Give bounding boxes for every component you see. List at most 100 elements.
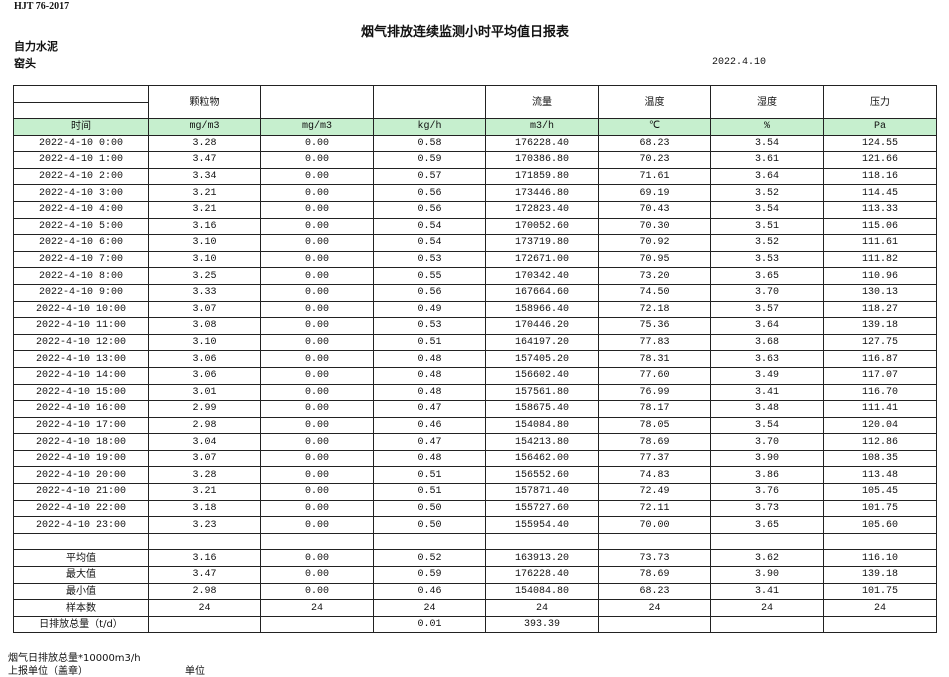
value-cell: 0.54 xyxy=(373,234,486,252)
empty-cell xyxy=(598,532,711,551)
value-cell: 0.00 xyxy=(260,549,374,568)
value-cell: 72.18 xyxy=(598,300,711,319)
value-cell: 167664.60 xyxy=(485,283,599,302)
value-cell: 2.98 xyxy=(148,582,261,601)
value-cell: 171859.80 xyxy=(485,167,599,186)
units-row: 时间 mg/m3 mg/m3 kg/h m3/h ℃% Pa xyxy=(13,118,937,136)
summary-label: 平均值 xyxy=(13,549,149,568)
value-cell: 3.65 xyxy=(710,516,824,534)
value-cell: 111.41 xyxy=(823,400,937,418)
value-cell: 0.00 xyxy=(260,483,374,501)
value-cell: 73.73 xyxy=(598,549,711,568)
value-cell: 3.10 xyxy=(148,333,261,352)
footer-note: 烟气日排放总量*10000m3/h xyxy=(8,653,141,664)
value-cell: 77.83 xyxy=(598,333,711,352)
summary-label: 最大值 xyxy=(13,566,149,584)
value-cell: 0.46 xyxy=(373,416,486,435)
data-row: 2022-4-10 8:00 3.25 0.00 0.55 170342.40 73.20… xyxy=(13,267,937,285)
company-name: 自力水泥 xyxy=(14,40,58,53)
header-cell xyxy=(260,85,374,119)
value-cell: 124.55 xyxy=(823,134,937,153)
value-cell: 172671.00 xyxy=(485,250,599,269)
value-cell: 3.28 xyxy=(148,134,261,153)
value-cell: 3.62 xyxy=(710,549,824,568)
value-cell: 0.47 xyxy=(373,433,486,451)
time-cell: 2022-4-10 12:00 xyxy=(13,333,149,352)
time-cell: 2022-4-10 11:00 xyxy=(13,317,149,335)
value-cell xyxy=(260,615,374,634)
report-title: 烟气排放连续监测小时平均值日报表 xyxy=(360,25,569,40)
value-cell: 3.53 xyxy=(710,250,824,269)
value-cell: 77.60 xyxy=(598,366,711,385)
value-cell: 154084.80 xyxy=(485,582,599,601)
value-cell: 24 xyxy=(823,599,937,617)
time-cell: 2022-4-10 0:00 xyxy=(13,134,149,153)
value-cell: 0.00 xyxy=(260,516,374,534)
value-cell: 0.55 xyxy=(373,267,486,285)
value-cell: 0.48 xyxy=(373,366,486,385)
data-row: 2022-4-10 7:00 3.10 0.00 0.53 172671.00 70.95… xyxy=(13,250,937,269)
value-cell: 73.20 xyxy=(598,267,711,285)
header-cell xyxy=(373,85,486,119)
value-cell: 154213.80 xyxy=(485,433,599,451)
value-cell: 0.00 xyxy=(260,184,374,202)
value-cell: 176228.40 xyxy=(485,134,599,153)
value-cell: 170446.20 xyxy=(485,317,599,335)
value-cell: 155727.60 xyxy=(485,499,599,518)
time-cell: 2022-4-10 17:00 xyxy=(13,416,149,435)
value-cell: 3.18 xyxy=(148,499,261,518)
value-cell: 72.11 xyxy=(598,499,711,518)
value-cell: 173719.80 xyxy=(485,234,599,252)
value-cell: 76.99 xyxy=(598,383,711,402)
value-cell: 3.47 xyxy=(148,151,261,169)
unit-cell: m3/h xyxy=(485,118,599,136)
value-cell: 0.00 xyxy=(260,151,374,169)
value-cell: 0.00 xyxy=(260,383,374,402)
data-row: 2022-4-10 21:00 3.21 0.00 0.51 157871.40 72.4… xyxy=(13,483,937,501)
value-cell: 173446.80 xyxy=(485,184,599,202)
value-cell xyxy=(710,615,824,634)
data-row: 2022-4-10 19:00 3.07 0.00 0.48 156462.00 77.3… xyxy=(13,449,937,468)
value-cell: 3.90 xyxy=(710,449,824,468)
value-cell: 3.57 xyxy=(710,300,824,319)
value-cell: 78.17 xyxy=(598,400,711,418)
value-cell: 118.27 xyxy=(823,300,937,319)
value-cell xyxy=(148,615,261,634)
value-cell: 139.18 xyxy=(823,317,937,335)
report-date: 2022.4.10 xyxy=(712,57,767,68)
value-cell: 0.56 xyxy=(373,283,486,302)
time-cell: 2022-4-10 1:00 xyxy=(13,151,149,169)
value-cell: 3.06 xyxy=(148,366,261,385)
value-cell: 154084.80 xyxy=(485,416,599,435)
data-row: 2022-4-10 16:00 2.99 0.00 0.47 158675.40 78.1… xyxy=(13,400,937,418)
value-cell: 72.49 xyxy=(598,483,711,501)
value-cell: 3.76 xyxy=(710,483,824,501)
value-cell: 170342.40 xyxy=(485,267,599,285)
value-cell: 108.35 xyxy=(823,449,937,468)
value-cell: 3.73 xyxy=(710,499,824,518)
value-cell: 157871.40 xyxy=(485,483,599,501)
value-cell: 0.00 xyxy=(260,333,374,352)
value-cell: 157561.80 xyxy=(485,383,599,402)
value-cell: 0.51 xyxy=(373,483,486,501)
value-cell: 0.54 xyxy=(373,217,486,236)
data-row: 2022-4-10 1:00 3.47 0.00 0.59 170386.80 70.23… xyxy=(13,151,937,169)
value-cell: 0.49 xyxy=(373,300,486,319)
value-cell: 0.00 xyxy=(260,250,374,269)
value-cell: 24 xyxy=(485,599,599,617)
data-row: 2022-4-10 13:00 3.06 0.00 0.48 157405.20 78.3… xyxy=(13,350,937,368)
value-cell: 0.57 xyxy=(373,167,486,186)
time-cell: 2022-4-10 8:00 xyxy=(13,267,149,285)
data-row: 2022-4-10 10:00 3.07 0.00 0.49 158966.40 72.1… xyxy=(13,300,937,319)
value-cell: 70.23 xyxy=(598,151,711,169)
time-cell: 2022-4-10 21:00 xyxy=(13,483,149,501)
unit-cell: Pa xyxy=(823,118,937,136)
value-cell: 24 xyxy=(148,599,261,617)
value-cell: 3.07 xyxy=(148,300,261,319)
value-cell: 156552.60 xyxy=(485,466,599,485)
value-cell: 78.69 xyxy=(598,566,711,584)
value-cell: 0.00 xyxy=(260,400,374,418)
value-cell: 0.48 xyxy=(373,449,486,468)
time-cell: 2022-4-10 20:00 xyxy=(13,466,149,485)
value-cell: 3.64 xyxy=(710,317,824,335)
